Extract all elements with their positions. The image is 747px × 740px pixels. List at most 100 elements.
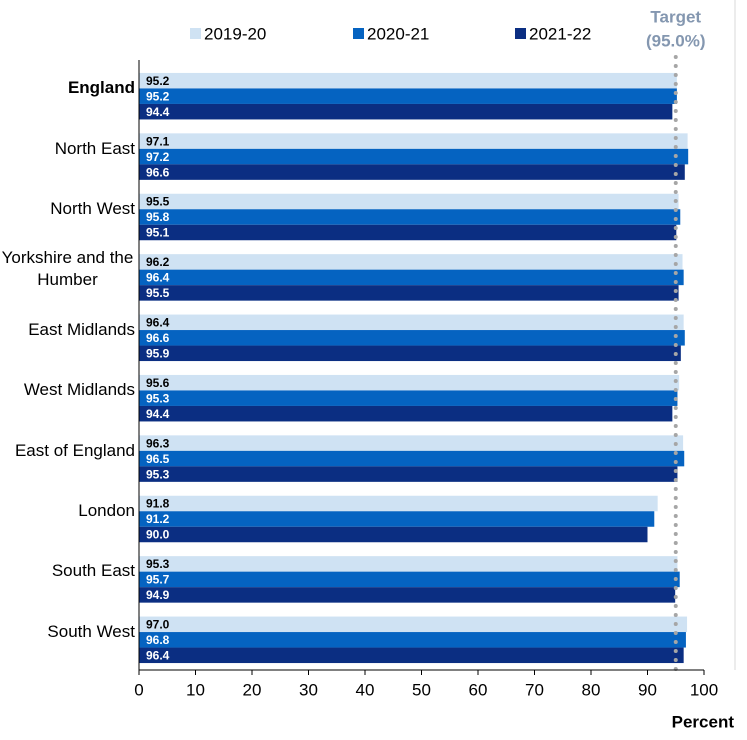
value-label: 96.5 [146, 452, 170, 466]
value-label: 94.9 [146, 588, 170, 602]
bar [139, 209, 681, 225]
bar [139, 193, 679, 210]
legend-label: 2021-22 [529, 24, 591, 43]
category-label: Yorkshire and the Humber [0, 247, 135, 291]
bar [139, 647, 684, 664]
bar [139, 164, 685, 180]
bar [139, 571, 680, 588]
value-label: 95.6 [146, 376, 170, 390]
value-label: 91.8 [146, 497, 170, 511]
category-label: London [0, 500, 135, 522]
bar [139, 148, 689, 165]
category-text: Yorkshire and the Humber [1, 248, 134, 290]
value-label: 96.4 [146, 648, 170, 662]
value-label: 96.2 [146, 255, 170, 269]
bar [139, 269, 684, 286]
value-label: 96.4 [146, 315, 170, 329]
bar [139, 466, 678, 482]
x-tick-label: 0 [134, 680, 143, 699]
x-tick-label: 40 [356, 680, 375, 699]
value-label: 96.3 [146, 436, 170, 450]
bar [139, 224, 677, 241]
legend-label: 2019-20 [204, 24, 266, 43]
x-tick-label: 10 [186, 680, 205, 699]
value-label: 97.1 [146, 134, 170, 148]
x-axis-label: Percent [672, 712, 735, 731]
category-label: East Midlands [0, 319, 135, 341]
bar [139, 632, 686, 648]
bar [139, 72, 677, 89]
category-text: South East [51, 561, 135, 581]
category-label: North East [0, 138, 135, 160]
value-label: 95.3 [146, 557, 170, 571]
bar [139, 616, 688, 633]
x-tick-label: 30 [299, 680, 318, 699]
bar [139, 495, 658, 512]
x-tick-label: 90 [638, 680, 657, 699]
legend-label: 2020-21 [367, 24, 429, 43]
value-label: 94.4 [146, 105, 170, 119]
value-label: 95.3 [146, 467, 170, 481]
bar [139, 390, 678, 406]
bar [139, 511, 655, 527]
value-label: 95.8 [146, 210, 170, 224]
legend-swatch [515, 28, 526, 39]
value-label: 96.6 [146, 331, 170, 345]
category-label: England [0, 77, 135, 99]
value-label: 97.0 [146, 617, 170, 631]
bar [139, 405, 673, 422]
x-tick-label: 100 [690, 680, 718, 699]
category-label: North West [0, 198, 135, 220]
x-tick-label: 50 [412, 680, 431, 699]
bar [139, 254, 683, 270]
x-tick-label: 20 [243, 680, 262, 699]
bar [139, 133, 688, 149]
bar [139, 374, 680, 391]
category-label: East of England [0, 440, 135, 462]
legend-swatch [190, 28, 201, 39]
bar [139, 587, 676, 603]
category-text: East of England [14, 440, 135, 460]
category-text: South West [47, 621, 135, 641]
value-label: 95.3 [146, 391, 170, 405]
value-label: 96.6 [146, 165, 170, 179]
category-text: North East [54, 138, 135, 158]
category-text: London [78, 501, 135, 520]
x-tick-label: 80 [582, 680, 601, 699]
category-label: South West [0, 621, 135, 643]
value-label: 94.4 [146, 407, 170, 421]
category-label: South East [0, 560, 135, 582]
category-text: West Midlands [23, 380, 135, 400]
category-text: East Midlands [28, 319, 135, 339]
x-tick-label: 70 [525, 680, 544, 699]
bar [139, 314, 684, 331]
value-label: 91.2 [146, 512, 170, 526]
value-label: 96.8 [146, 633, 170, 647]
bar [139, 330, 685, 346]
value-label: 95.2 [146, 74, 170, 88]
bar [139, 556, 678, 572]
value-label: 95.5 [146, 195, 170, 209]
bar [139, 88, 677, 104]
bar [139, 526, 648, 543]
category-label: West Midlands [0, 379, 135, 401]
category-text: North West [50, 199, 135, 218]
bar [139, 345, 681, 362]
target-label: Target [650, 7, 701, 26]
bar [139, 450, 685, 467]
category-text: England [67, 78, 135, 98]
value-label: 95.1 [146, 226, 170, 240]
legend-swatch [353, 28, 364, 39]
bar [139, 285, 679, 301]
value-label: 96.4 [146, 271, 170, 285]
value-label: 95.7 [146, 573, 170, 587]
value-label: 95.2 [146, 89, 170, 103]
value-label: 95.9 [146, 346, 170, 360]
x-tick-label: 60 [469, 680, 488, 699]
bar [139, 435, 684, 451]
target-sublabel: (95.0%) [646, 31, 706, 50]
value-label: 90.0 [146, 528, 170, 542]
bar [139, 103, 673, 120]
